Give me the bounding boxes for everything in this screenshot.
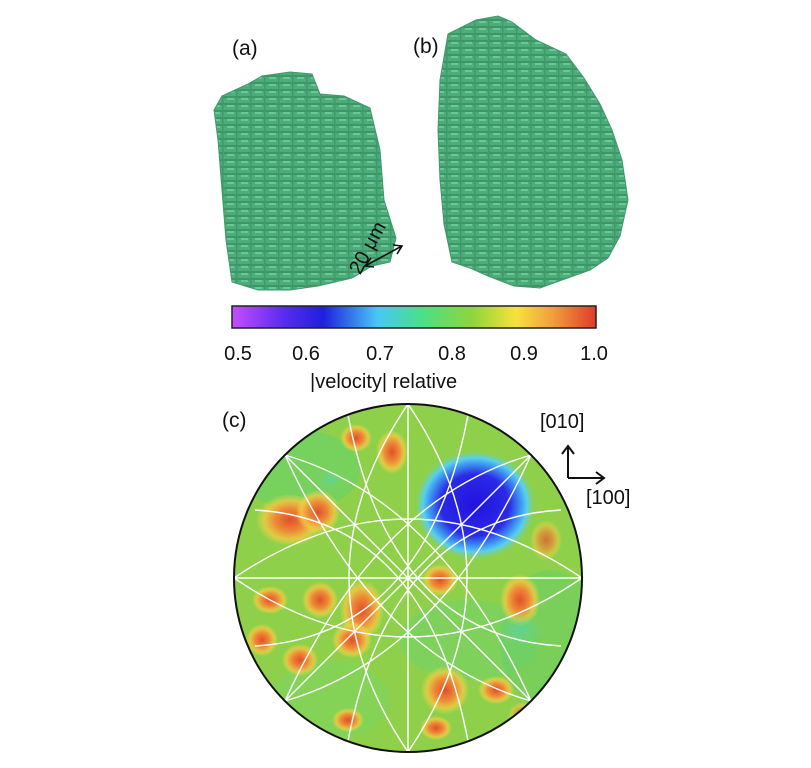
panel-label-a: (a) <box>232 37 258 60</box>
stereographic-grid <box>234 404 582 752</box>
scale-bar-arrow <box>363 244 404 268</box>
panel-label-b: (b) <box>413 35 439 58</box>
colorbar-tick-0: 0.5 <box>224 343 252 365</box>
direction-label-100: [100] <box>586 487 631 509</box>
colorbar-tick-5: 1.0 <box>580 343 608 365</box>
colorbar-label: |velocity| relative <box>310 371 458 393</box>
colorbar-gradient <box>231 305 597 329</box>
pole-figure <box>234 404 582 752</box>
direction-arrows <box>561 444 606 485</box>
direction-label-010: [010] <box>540 411 585 433</box>
pole-figure-outline <box>233 403 583 753</box>
panel-label-c: (c) <box>222 409 247 432</box>
colorbar-tick-4: 0.9 <box>510 343 538 365</box>
grain-b <box>437 15 629 289</box>
colorbar-tick-1: 0.6 <box>292 343 320 365</box>
colorbar-tick-3: 0.8 <box>438 343 466 365</box>
grain-a <box>213 71 397 291</box>
colorbar-tick-2: 0.7 <box>366 343 394 365</box>
